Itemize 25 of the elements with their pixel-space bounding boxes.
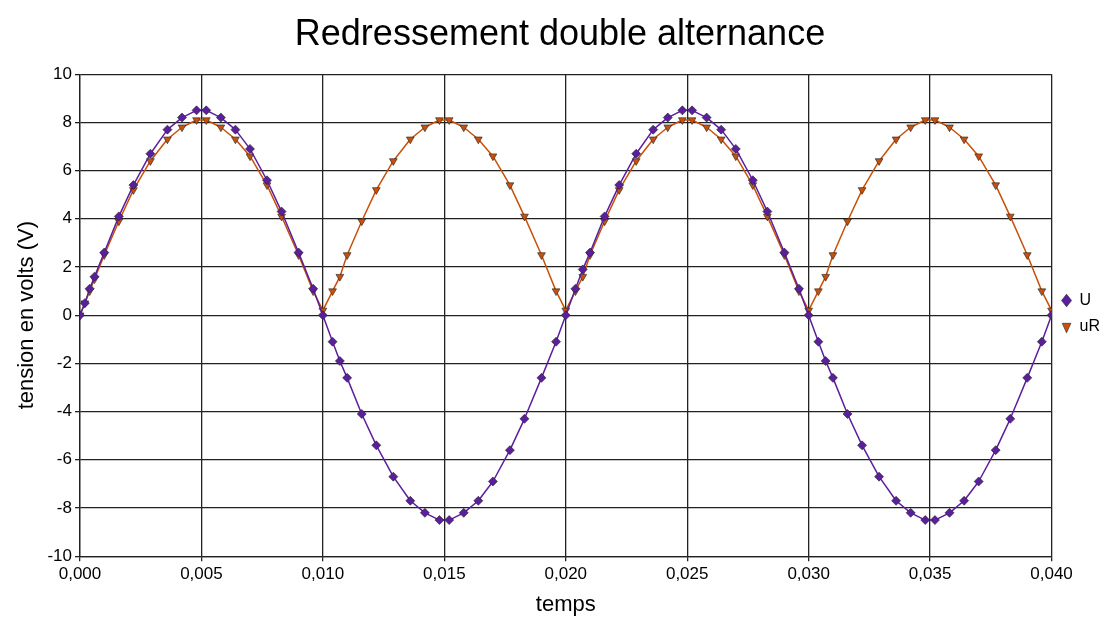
x-tick-label: 0,025 xyxy=(665,564,709,584)
y-tick-label: 8 xyxy=(62,112,72,132)
legend-label: uR xyxy=(1079,316,1100,334)
y-tick-label: 0 xyxy=(62,304,72,324)
x-tick-label: 0,030 xyxy=(787,564,830,584)
x-tick-label: 0,015 xyxy=(423,564,466,584)
x-tick-label: 0,035 xyxy=(908,564,952,584)
chart-title: Redressement double alternance xyxy=(294,11,826,53)
y-tick-label: -6 xyxy=(56,449,72,469)
x-tick-label: 0,040 xyxy=(1030,564,1073,584)
y-tick-label: -2 xyxy=(56,353,72,373)
y-tick-label: -4 xyxy=(56,401,72,421)
x-tick-label: 0,010 xyxy=(301,564,345,584)
y-tick-label: 2 xyxy=(62,256,72,276)
y-tick-label: 10 xyxy=(53,63,72,83)
x-tick-label: 0,005 xyxy=(180,564,223,584)
y-tick-label: 4 xyxy=(62,208,72,228)
y-tick-label: -10 xyxy=(47,545,72,565)
x-tick-label: 0,000 xyxy=(58,564,102,584)
y-axis-title: tension en volts (V) xyxy=(13,221,39,410)
legend-label: U xyxy=(1079,290,1092,308)
x-axis-title: temps xyxy=(535,590,596,616)
y-tick-label: 6 xyxy=(62,160,72,180)
y-tick-label: -8 xyxy=(56,497,72,517)
x-tick-label: 0,020 xyxy=(544,564,588,584)
